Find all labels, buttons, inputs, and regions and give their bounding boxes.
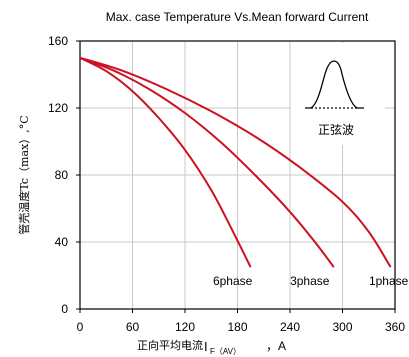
x-axis-label-symbol: I bbox=[204, 339, 208, 354]
chart-title: Max. case Temperature Vs.Mean forward Cu… bbox=[106, 10, 369, 24]
x-tick-label: 60 bbox=[126, 320, 140, 334]
x-axis-label-subscript: F（AV） bbox=[210, 347, 241, 356]
x-axis-label-unit: ，A bbox=[266, 339, 286, 353]
inset: 正弦波 bbox=[291, 43, 385, 145]
series-line-3phase bbox=[79, 56, 335, 268]
y-tick-label: 160 bbox=[48, 34, 68, 48]
x-tick-label: 180 bbox=[227, 320, 247, 334]
x-tick-label: 360 bbox=[385, 320, 405, 334]
y-tick-label: 120 bbox=[48, 101, 68, 115]
series-group bbox=[79, 56, 392, 268]
series-label-3phase: 3phase bbox=[290, 274, 330, 288]
series-labels: 6phase 3phase 1phase bbox=[213, 274, 409, 288]
series-label-1phase: 1phase bbox=[369, 274, 409, 288]
x-tick-label: 240 bbox=[280, 320, 300, 334]
y-tick-label: 0 bbox=[61, 302, 68, 316]
inset-label: 正弦波 bbox=[318, 122, 354, 137]
x-axis-label-main: 正向平均电流 bbox=[137, 338, 203, 352]
series-line-6phase bbox=[79, 56, 252, 268]
x-tick-label: 300 bbox=[332, 320, 352, 334]
series-line-1phase bbox=[79, 56, 392, 268]
y-tick-label: 80 bbox=[55, 168, 69, 182]
axis-ticks: 0 60 120 180 240 300 360 0 40 80 120 160 bbox=[48, 34, 405, 334]
x-tick-label: 120 bbox=[175, 320, 195, 334]
inset-background bbox=[291, 43, 385, 145]
x-tick-label: 0 bbox=[77, 320, 84, 334]
x-axis-label: 正向平均电流 I F（AV） ，A bbox=[137, 338, 286, 356]
sine-wave-icon bbox=[305, 60, 364, 109]
series-label-6phase: 6phase bbox=[213, 274, 253, 288]
y-tick-label: 40 bbox=[55, 235, 69, 249]
y-axis-label: 管壳温度Tc（max）,°C bbox=[17, 115, 31, 234]
